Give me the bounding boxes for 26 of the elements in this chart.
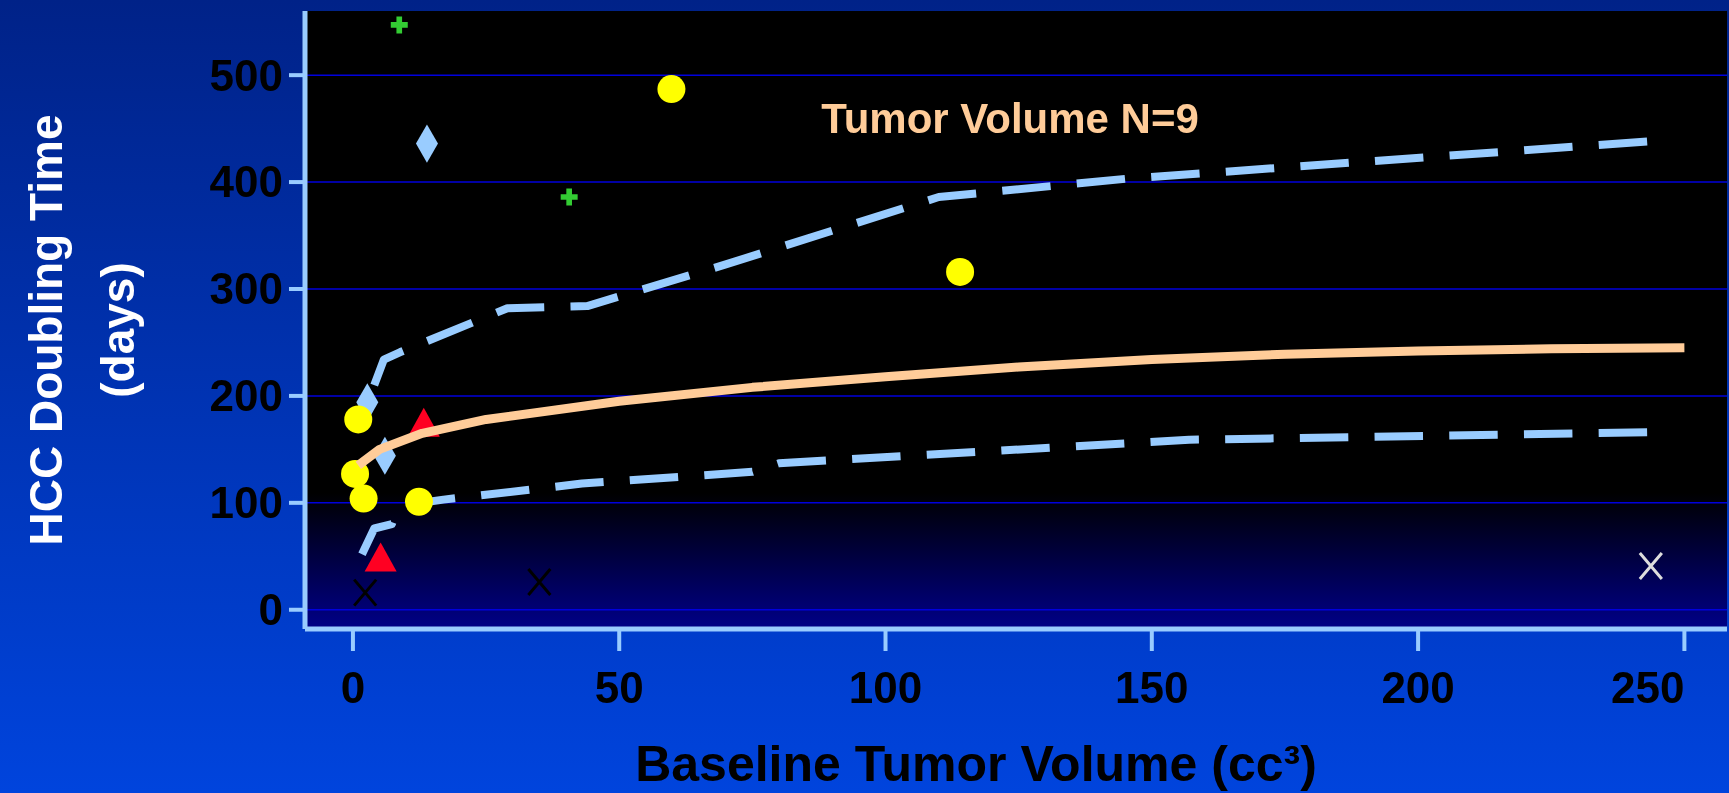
y-tick-label: 400 xyxy=(209,157,283,207)
x-tick-label: 150 xyxy=(1115,663,1189,712)
x-axis-title: Baseline Tumor Volume (cc³) xyxy=(635,736,1317,792)
point xyxy=(657,75,686,104)
x-tick-label: 250 xyxy=(1610,663,1685,712)
x-tick-label: 200 xyxy=(1381,663,1455,712)
x-tick-label: 0 xyxy=(340,663,366,712)
point xyxy=(946,257,975,286)
point xyxy=(404,487,433,516)
y-axis-title: HCC Doubling Time (days) xyxy=(20,114,144,546)
point xyxy=(341,459,370,488)
x-tick-label: 50 xyxy=(594,663,644,712)
y-tick-label: 200 xyxy=(209,371,283,421)
point xyxy=(344,405,373,434)
point xyxy=(390,16,408,34)
point xyxy=(1638,551,1664,581)
y-tick-label: 0 xyxy=(258,585,283,635)
y-tick-label: 100 xyxy=(209,478,283,528)
point xyxy=(349,484,378,513)
point xyxy=(560,188,578,206)
y-tick-label: 500 xyxy=(209,50,283,100)
point xyxy=(526,567,552,597)
annotation: Tumor Volume N=9 xyxy=(821,95,1199,142)
y-tick-label: 300 xyxy=(209,264,283,314)
x-tick-label: 100 xyxy=(848,663,923,712)
point xyxy=(352,578,378,608)
